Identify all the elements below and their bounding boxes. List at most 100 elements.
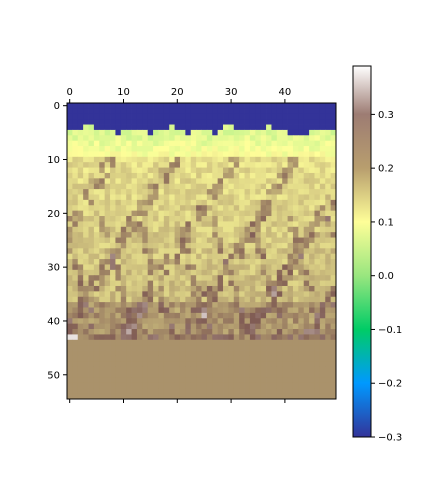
heatmap-cell — [298, 285, 305, 292]
heatmap-cell — [206, 285, 213, 292]
heatmap-cell — [88, 135, 95, 142]
heatmap-cell — [185, 269, 192, 276]
heatmap-cell — [271, 312, 278, 319]
heatmap-cell — [309, 129, 315, 136]
heatmap-cell — [249, 366, 256, 373]
heatmap-cell — [126, 388, 132, 395]
heatmap-cell — [287, 178, 294, 185]
heatmap-cell — [179, 199, 186, 206]
heatmap-cell — [169, 183, 175, 190]
heatmap-cell — [212, 124, 219, 131]
heatmap-cell — [233, 377, 240, 384]
heatmap-cell — [298, 372, 305, 378]
heatmap-cell — [131, 178, 138, 185]
heatmap-cell — [126, 108, 132, 115]
heatmap-cell — [174, 129, 181, 136]
heatmap-cell — [303, 388, 310, 395]
heatmap-cell — [179, 113, 186, 120]
heatmap-cell — [136, 162, 143, 168]
heatmap-cell — [292, 259, 299, 265]
heatmap-cell — [110, 366, 116, 373]
heatmap-cell — [163, 291, 170, 298]
heatmap-cell — [131, 318, 138, 325]
heatmap-cell — [153, 312, 159, 319]
heatmap-cell — [330, 156, 336, 163]
heatmap-cell — [174, 345, 181, 351]
heatmap-cell — [244, 221, 251, 228]
heatmap-cell — [185, 167, 192, 174]
heatmap-cell — [72, 388, 79, 395]
heatmap-cell — [303, 366, 310, 373]
heatmap-cell — [110, 183, 116, 190]
heatmap-cell — [330, 146, 336, 152]
heatmap-cell — [136, 312, 143, 319]
heatmap-cell — [179, 372, 186, 378]
heatmap-cell — [104, 318, 111, 325]
heatmap-cell — [190, 350, 197, 357]
heatmap-cell — [136, 248, 143, 255]
heatmap-cell — [212, 307, 219, 314]
heatmap-cell — [83, 366, 89, 373]
heatmap-cell — [110, 382, 116, 389]
heatmap-cell — [260, 280, 267, 287]
heatmap-cell — [104, 259, 111, 265]
heatmap-cell — [77, 226, 84, 233]
heatmap-cell — [104, 339, 111, 346]
heatmap-cell — [158, 350, 165, 357]
heatmap-cell — [163, 140, 170, 147]
heatmap-cell — [266, 124, 272, 131]
heatmap-cell — [223, 146, 229, 152]
heatmap-cell — [233, 248, 240, 255]
heatmap-cell — [244, 108, 251, 115]
heatmap-cell — [271, 129, 278, 136]
heatmap-cell — [276, 393, 283, 399]
heatmap-cell — [314, 388, 321, 395]
heatmap-cell — [136, 280, 143, 287]
heatmap-cell — [201, 156, 208, 163]
heatmap-cell — [126, 339, 132, 346]
heatmap-cell — [223, 210, 229, 217]
heatmap-cell — [142, 178, 149, 185]
heatmap-cell — [158, 135, 165, 142]
heatmap-cell — [330, 285, 336, 292]
heatmap-cell — [83, 248, 89, 255]
heatmap-cell — [287, 323, 294, 330]
heatmap-cell — [120, 129, 127, 136]
heatmap-cell — [83, 264, 89, 271]
heatmap-cell — [158, 259, 165, 265]
heatmap-cell — [212, 318, 219, 325]
heatmap-cell — [126, 205, 132, 212]
heatmap-cell — [303, 178, 310, 185]
heatmap-cell — [179, 178, 186, 185]
heatmap-cell — [185, 350, 192, 357]
heatmap-cell — [67, 388, 73, 395]
heatmap-cell — [72, 361, 79, 368]
heatmap-cell — [303, 119, 310, 125]
heatmap-cell — [249, 318, 256, 325]
heatmap-cell — [309, 221, 315, 228]
heatmap-cell — [120, 162, 127, 168]
heatmap-cell — [206, 393, 213, 399]
heatmap-cell — [169, 146, 175, 152]
heatmap-cell — [255, 393, 262, 399]
heatmap-cell — [287, 167, 294, 174]
heatmap-cell — [206, 253, 213, 260]
heatmap-cell — [287, 280, 294, 287]
heatmap-cell — [271, 178, 278, 185]
heatmap-cell — [104, 146, 111, 152]
heatmap-cell — [303, 345, 310, 351]
heatmap-cell — [110, 248, 116, 255]
heatmap-cell — [239, 275, 245, 281]
heatmap-cell — [147, 226, 154, 233]
heatmap-cell — [126, 162, 132, 168]
heatmap-cell — [99, 178, 106, 185]
heatmap-cell — [104, 119, 111, 125]
heatmap-cell — [120, 183, 127, 190]
heatmap-cell — [260, 275, 267, 281]
heatmap-cell — [163, 156, 170, 163]
heatmap-cell — [309, 167, 315, 174]
heatmap-cell — [174, 151, 181, 158]
heatmap-cell — [174, 372, 181, 378]
heatmap-cell — [153, 189, 159, 195]
heatmap-cell — [260, 372, 267, 378]
